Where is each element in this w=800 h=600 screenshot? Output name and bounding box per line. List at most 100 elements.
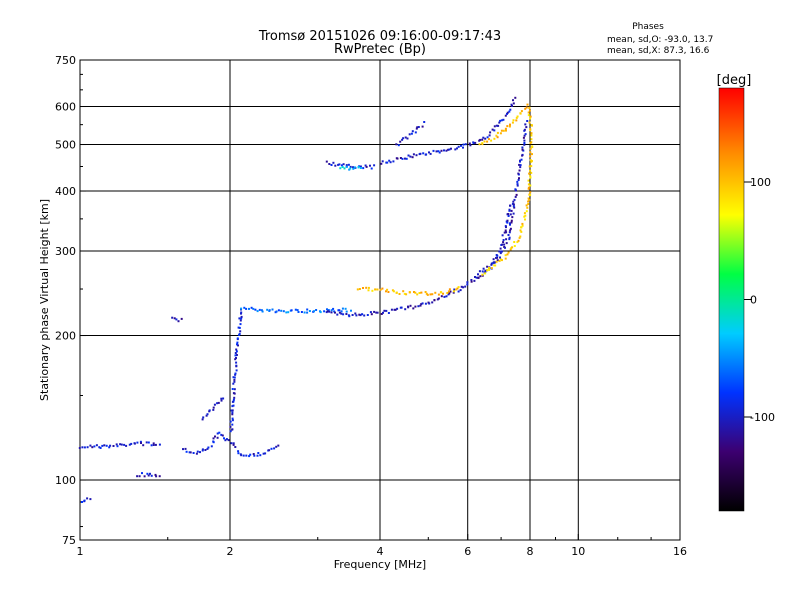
data-point: [212, 408, 215, 411]
data-point: [509, 123, 511, 126]
data-point: [443, 149, 445, 152]
data-point: [386, 161, 389, 164]
data-point: [474, 141, 477, 144]
data-point: [394, 308, 397, 311]
data-point: [421, 125, 424, 128]
data-point: [519, 229, 522, 232]
data-point: [495, 134, 498, 137]
data-point: [426, 293, 429, 296]
data-point: [177, 320, 180, 323]
data-point: [425, 292, 428, 295]
data-point: [327, 309, 330, 312]
data-point: [443, 295, 446, 298]
data-point: [140, 442, 142, 444]
data-point: [86, 446, 89, 449]
data-point: [356, 288, 359, 291]
data-point: [516, 184, 519, 187]
data-point: [460, 144, 462, 147]
data-point: [199, 451, 201, 454]
data-point: [464, 285, 467, 288]
data-point: [201, 418, 204, 421]
data-point: [530, 132, 533, 135]
data-point: [296, 309, 299, 312]
data-point: [530, 134, 533, 137]
data-point: [386, 288, 389, 291]
data-point: [216, 432, 219, 435]
data-point: [504, 225, 507, 228]
x-tick-label: 4: [377, 545, 384, 558]
data-point: [519, 235, 522, 238]
data-point: [212, 437, 215, 440]
data-point: [482, 136, 485, 139]
data-point: [231, 388, 234, 390]
data-point: [521, 224, 524, 227]
data-point: [517, 172, 520, 175]
data-point: [233, 396, 236, 399]
data-point: [490, 267, 493, 270]
data-point: [380, 162, 383, 165]
data-point: [363, 314, 366, 317]
data-point: [235, 357, 237, 359]
data-point: [103, 444, 106, 447]
data-point: [420, 303, 423, 306]
data-point: [379, 288, 382, 291]
data-point: [171, 316, 174, 319]
data-point: [414, 131, 417, 134]
data-point: [526, 120, 529, 122]
data-point: [459, 289, 462, 292]
data-point: [223, 437, 225, 440]
data-point: [259, 454, 262, 457]
data-point: [380, 313, 383, 315]
data-point: [173, 317, 176, 320]
data-point: [343, 167, 346, 170]
data-point: [83, 499, 86, 502]
data-point: [520, 110, 523, 113]
y-tick-label: 400: [55, 185, 76, 198]
x-tick-label: 1: [77, 545, 84, 558]
data-point: [531, 145, 534, 148]
data-point: [523, 143, 526, 146]
data-point: [422, 152, 425, 155]
data-point: [508, 110, 511, 113]
data-point: [523, 142, 526, 144]
y-tick-label: 500: [55, 139, 76, 152]
data-point: [143, 475, 146, 478]
data-point: [325, 160, 328, 163]
data-point: [245, 454, 248, 457]
data-point: [512, 203, 515, 206]
colorbar-label: [deg]: [717, 73, 752, 88]
data-point: [399, 140, 402, 143]
data-point: [462, 286, 465, 289]
data-point: [520, 230, 523, 233]
legend-x-stats: mean, sd,X: 87.3, 16.6: [607, 46, 710, 56]
data-point: [491, 262, 494, 265]
data-point: [229, 430, 232, 433]
data-point: [387, 291, 390, 293]
data-point: [519, 112, 522, 115]
data-point: [486, 265, 489, 268]
data-point: [206, 447, 209, 450]
data-point: [245, 307, 248, 310]
data-point: [513, 241, 516, 243]
data-point: [212, 441, 215, 444]
data-point: [522, 136, 525, 139]
x-axis-label: Frequency [MHz]: [334, 558, 426, 571]
colorbar-tick-label: -100: [750, 411, 775, 424]
data-point: [508, 209, 511, 212]
data-point: [512, 212, 515, 215]
data-point: [418, 292, 421, 294]
data-point: [233, 388, 236, 391]
data-point: [509, 229, 512, 232]
data-point: [411, 156, 414, 159]
data-point: [81, 446, 84, 449]
data-point: [519, 164, 522, 167]
data-point: [188, 451, 191, 454]
data-point: [488, 134, 491, 137]
data-point: [271, 308, 274, 311]
data-point: [349, 167, 352, 170]
data-point: [424, 291, 427, 293]
data-point: [531, 153, 533, 156]
data-point: [238, 317, 241, 320]
data-point: [525, 106, 528, 109]
data-point: [516, 115, 519, 118]
